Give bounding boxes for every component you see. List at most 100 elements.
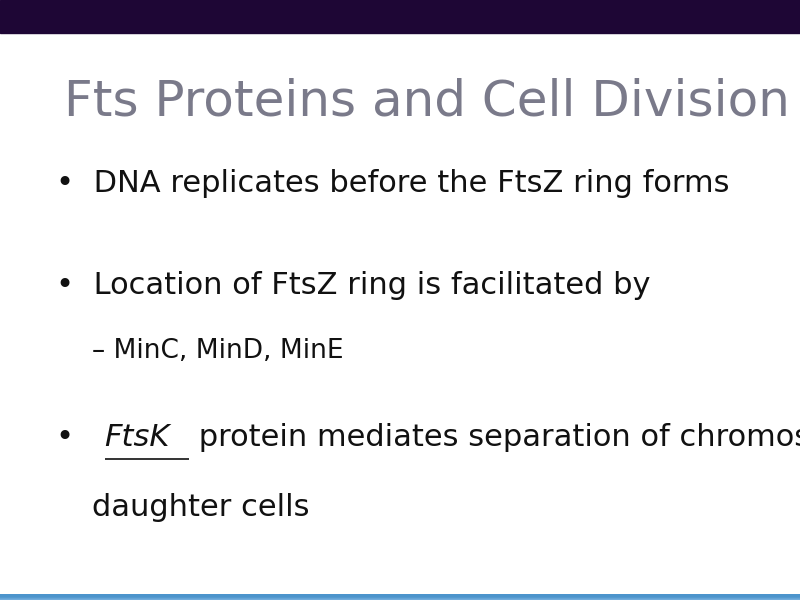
Bar (0, 596, 800, 599)
Bar (0, 595, 800, 598)
Bar (0, 595, 800, 598)
Bar (0, 594, 800, 598)
Bar (0, 596, 800, 599)
Bar (0, 595, 800, 598)
Bar (0, 596, 800, 599)
Bar (0, 594, 800, 597)
Bar (0, 596, 800, 599)
Bar (0, 596, 800, 599)
Bar (0, 595, 800, 598)
Bar (0, 597, 800, 600)
Bar (0, 595, 800, 598)
Bar (0, 595, 800, 598)
Bar (0, 595, 800, 598)
Bar (0, 595, 800, 598)
Text: •  DNA replicates before the FtsZ ring forms: • DNA replicates before the FtsZ ring fo… (56, 169, 730, 197)
Bar (0, 596, 800, 599)
Bar (0, 595, 800, 598)
Bar (0, 595, 800, 598)
Bar (0, 596, 800, 599)
Bar (0, 595, 800, 598)
Bar (0, 595, 800, 598)
Text: Fts Proteins and Cell Division: Fts Proteins and Cell Division (64, 78, 790, 126)
Bar (0, 594, 800, 597)
Bar (0, 596, 800, 599)
Bar (0, 596, 800, 599)
Bar (0, 596, 800, 599)
Bar (0, 596, 800, 599)
Bar (0, 595, 800, 598)
Bar (0, 596, 800, 599)
Bar (0, 595, 800, 598)
Bar (0, 596, 800, 599)
Bar (0, 596, 800, 599)
Bar (0, 595, 800, 598)
Bar (0, 596, 800, 599)
Bar (0, 596, 800, 599)
Bar (0, 596, 800, 599)
Bar (0, 597, 800, 600)
Bar (0, 597, 800, 600)
Bar (0, 595, 800, 598)
Bar (0, 596, 800, 599)
Bar (0, 596, 800, 599)
Bar (0, 596, 800, 599)
Bar (0, 594, 800, 597)
Bar (0, 594, 800, 597)
Bar (0, 595, 800, 598)
Bar (0, 595, 800, 598)
Bar (0, 597, 800, 600)
Bar (0, 595, 800, 598)
Bar (0, 0, 800, 33)
Bar (0, 597, 800, 600)
Bar (0, 596, 800, 599)
Bar (0, 596, 800, 599)
Bar (0, 595, 800, 598)
Bar (0, 596, 800, 599)
Bar (0, 594, 800, 597)
Bar (0, 597, 800, 600)
Bar (0, 594, 800, 597)
Bar (0, 597, 800, 600)
Bar (0, 596, 800, 599)
Bar (0, 595, 800, 598)
Bar (0, 596, 800, 600)
Bar (0, 595, 800, 598)
Bar (0, 597, 800, 600)
Bar (0, 596, 800, 599)
Bar (0, 595, 800, 598)
Bar (0, 595, 800, 598)
Bar (0, 596, 800, 599)
Text: protein mediates separation of chromosomes to: protein mediates separation of chromosom… (189, 424, 800, 452)
Bar (0, 595, 800, 598)
Bar (0, 594, 800, 597)
Bar (0, 595, 800, 598)
Bar (0, 594, 800, 597)
Bar (0, 596, 800, 599)
Bar (0, 597, 800, 600)
Bar (0, 595, 800, 598)
Bar (0, 596, 800, 599)
Bar (0, 596, 800, 599)
Bar (0, 595, 800, 598)
Bar (0, 597, 800, 600)
Bar (0, 596, 800, 599)
Bar (0, 595, 800, 598)
Bar (0, 594, 800, 597)
Bar (0, 595, 800, 598)
Bar (0, 596, 800, 599)
Bar (0, 596, 800, 599)
Bar (0, 596, 800, 599)
Bar (0, 595, 800, 598)
Bar (0, 595, 800, 598)
Bar (0, 596, 800, 599)
Bar (0, 594, 800, 597)
Bar (0, 596, 800, 599)
Bar (0, 596, 800, 599)
Bar (0, 596, 800, 599)
Bar (0, 597, 800, 600)
Bar (0, 595, 800, 598)
Bar (0, 597, 800, 600)
Bar (0, 594, 800, 597)
Bar (0, 596, 800, 599)
